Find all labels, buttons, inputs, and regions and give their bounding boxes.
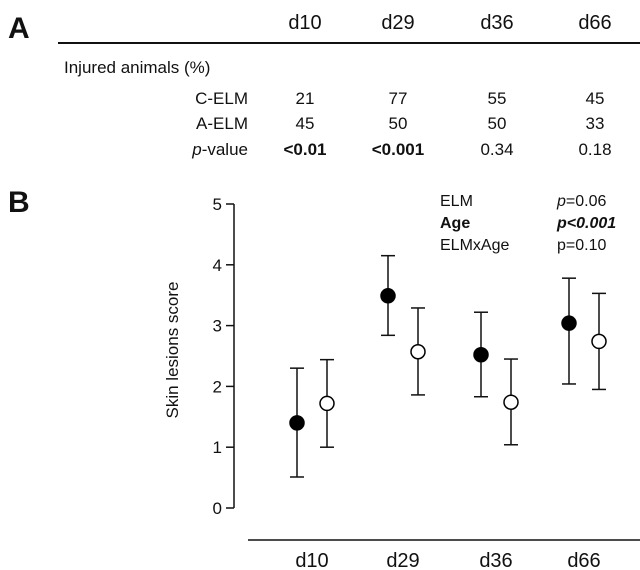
table-cell: 45 (295, 114, 315, 133)
table-row-label-p-value: p-value (108, 140, 248, 160)
table-header-d36: d36 (480, 12, 514, 34)
table-cell: <0.001 (371, 140, 425, 159)
data-point-filled (380, 288, 396, 304)
p-value: <0.001 (566, 215, 617, 232)
x-tick-label: d66 (567, 550, 600, 570)
table-row-label-c-elm: C-ELM (195, 89, 248, 108)
y-tick-label: 5 (213, 195, 222, 214)
data-point-filled (289, 415, 305, 431)
data-point-filled (561, 315, 577, 331)
p-italic: p (557, 193, 566, 210)
table-cell: 33 (585, 114, 605, 133)
table-cell: 77 (388, 89, 408, 108)
data-point-open (503, 394, 519, 410)
y-tick-label: 4 (213, 256, 222, 275)
p-italic: p (557, 215, 567, 232)
y-axis-label: Skin lesions score (163, 281, 182, 418)
x-tick-label: d29 (386, 550, 419, 570)
x-tick-label: d10 (295, 550, 328, 570)
table-header-d10: d10 (288, 12, 322, 34)
stats-p-age: p<0.001 (557, 215, 616, 233)
stats-p-elmxage: p=0.10 (557, 237, 606, 255)
stats-term-elm: ELM (440, 193, 473, 210)
y-tick-label: 3 (213, 317, 222, 336)
p-value-suffix: -value (201, 140, 248, 159)
table-cell: 50 (388, 114, 408, 133)
p-value: =0.10 (565, 237, 607, 254)
panel-b-letter: B (8, 186, 30, 219)
table-header-d29: d29 (381, 12, 415, 34)
data-point-open (319, 395, 335, 412)
data-point-open (591, 333, 607, 350)
table-cell: <0.01 (283, 140, 327, 159)
y-tick-label: 0 (213, 499, 222, 518)
table-cell: 0.34 (480, 140, 514, 159)
y-tick-label: 2 (213, 377, 222, 396)
table-cell: 45 (585, 89, 605, 108)
table-section-label: Injured animals (%) (64, 58, 211, 77)
table-cell: 21 (295, 89, 315, 108)
data-point-filled (473, 347, 489, 363)
stats-p-elm: p=0.06 (557, 193, 606, 211)
table-top-rule (58, 42, 640, 44)
panel-a-letter: A (8, 12, 30, 45)
table-cell: 0.18 (578, 140, 612, 159)
table-cell: 50 (487, 114, 507, 133)
table-header-d66: d66 (578, 12, 612, 34)
data-point-open (410, 343, 426, 360)
stats-term-elmxage: ELMxAge (440, 237, 510, 254)
y-tick-label: 1 (213, 438, 222, 457)
p-value: =0.06 (565, 193, 607, 210)
table-cell: 55 (487, 89, 507, 108)
table-row-label-a-elm: A-ELM (196, 114, 248, 133)
x-tick-label: d36 (479, 550, 512, 570)
p-italic: p (192, 140, 202, 159)
stats-term-age: Age (440, 215, 471, 232)
p-prefix: p (557, 237, 566, 254)
